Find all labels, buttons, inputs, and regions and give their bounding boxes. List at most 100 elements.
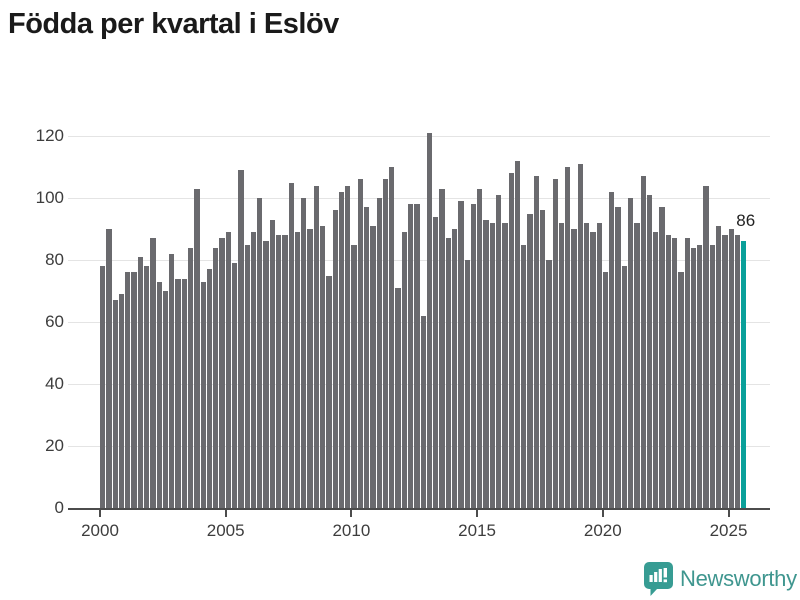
- quarter-bar: [602, 272, 609, 508]
- quarter-bar: [351, 244, 357, 508]
- y-gridline: [68, 136, 770, 137]
- y-axis-tick-label: 120: [35, 126, 64, 145]
- quarter-bar: [175, 278, 181, 508]
- last-bar-value-label: 86: [736, 211, 756, 231]
- quarter-bar: [313, 185, 319, 508]
- quarter-bar: [508, 173, 514, 508]
- quarter-bar: [376, 198, 382, 508]
- x-axis-tick-label: 2000: [81, 521, 119, 540]
- quarter-bar: [250, 232, 257, 508]
- quarter-bar: [546, 260, 552, 508]
- latest-quarter-bar-highlighted: [741, 241, 747, 508]
- quarter-bar: [634, 222, 640, 508]
- chart-title: Födda per kvartal i Eslöv: [8, 8, 339, 40]
- quarter-bar: [709, 244, 715, 508]
- quarter-bar: [495, 194, 502, 508]
- x-axis-tick: [601, 510, 604, 517]
- quarter-bar: [558, 222, 565, 508]
- quarter-bar: [489, 222, 495, 508]
- quarter-bar: [238, 170, 244, 508]
- quarter-bar: [514, 160, 521, 508]
- quarter-bar: [269, 219, 275, 508]
- quarter-bar: [231, 263, 238, 508]
- quarter-bar: [106, 229, 112, 508]
- quarter-bar: [521, 244, 527, 508]
- quarter-bar: [483, 219, 489, 508]
- x-axis-tick-label: 2005: [206, 521, 245, 540]
- y-axis-tick-label: 40: [45, 374, 64, 393]
- quarter-bar: [665, 235, 671, 508]
- quarter-bar: [577, 163, 583, 508]
- quarter-bar: [734, 235, 741, 508]
- y-axis-tick-label: 100: [35, 188, 64, 207]
- quarter-bar: [125, 272, 131, 508]
- quarter-bar: [131, 272, 137, 508]
- quarter-bar: [621, 266, 627, 508]
- quarter-bar: [206, 269, 213, 508]
- quarter-bar: [678, 272, 684, 508]
- quarter-bar: [420, 315, 426, 508]
- quarter-bar: [150, 238, 156, 508]
- quarter-bar: [539, 210, 546, 508]
- quarter-bar: [640, 176, 646, 508]
- quarter-bar: [671, 238, 678, 508]
- quarter-bar: [659, 207, 665, 508]
- newsworthy-logo: Newsworthy: [644, 562, 797, 596]
- quarter-bar: [282, 235, 288, 508]
- quarter-bar: [143, 266, 150, 508]
- quarter-bar: [169, 253, 175, 508]
- quarter-bar: [112, 300, 118, 508]
- quarter-bar: [728, 229, 734, 508]
- quarter-bar: [407, 204, 414, 508]
- quarter-bar: [596, 222, 602, 508]
- quarter-bar: [433, 216, 439, 508]
- quarter-bar: [627, 198, 634, 508]
- y-axis-tick-label: 60: [45, 312, 64, 331]
- x-axis-tick-label: 2025: [709, 521, 748, 540]
- x-axis-line: [68, 508, 770, 510]
- quarter-bar: [363, 207, 370, 508]
- quarter-bar: [194, 188, 200, 508]
- quarter-bar: [301, 198, 307, 508]
- quarter-bar: [703, 185, 709, 508]
- quarter-bar: [458, 201, 464, 508]
- x-axis-tick-label: 2010: [332, 521, 371, 540]
- quarter-bar: [275, 235, 282, 508]
- quarter-bar: [502, 222, 508, 508]
- quarter-bar: [445, 238, 451, 508]
- quarter-bar: [219, 238, 225, 508]
- quarter-bar: [332, 210, 338, 508]
- quarter-bar: [345, 185, 351, 508]
- quarter-bar: [646, 194, 653, 508]
- quarter-bar: [162, 291, 169, 508]
- quarter-bar: [382, 179, 389, 508]
- newsworthy-wordmark: Newsworthy: [680, 566, 797, 591]
- quarter-bar: [439, 188, 445, 508]
- quarter-bar: [533, 176, 539, 508]
- quarter-bar: [426, 132, 433, 508]
- quarter-bar: [715, 225, 722, 508]
- quarter-bar: [470, 204, 477, 508]
- y-axis-tick-label: 0: [54, 498, 64, 517]
- x-axis-tick: [727, 510, 730, 517]
- quarter-bar: [395, 287, 401, 508]
- quarter-bar: [370, 225, 376, 508]
- y-gridline: [68, 198, 770, 199]
- y-axis-tick-label: 80: [45, 250, 64, 269]
- quarter-bar: [690, 247, 697, 508]
- quarter-bar: [357, 179, 363, 508]
- quarter-bar: [181, 278, 187, 508]
- quarter-bar: [565, 167, 571, 508]
- quarter-bar: [451, 229, 458, 508]
- quarter-bar: [571, 229, 577, 508]
- quarter-bar: [100, 266, 106, 508]
- quarter-bar: [697, 244, 703, 508]
- x-axis-tick: [476, 510, 479, 517]
- quarter-bar: [609, 191, 615, 508]
- quarter-bar: [552, 179, 558, 508]
- quarter-bar: [615, 207, 621, 508]
- quarter-bar: [653, 232, 659, 508]
- newsworthy-speech-bubble-chart-icon: [644, 562, 673, 596]
- quarter-bar: [583, 222, 590, 508]
